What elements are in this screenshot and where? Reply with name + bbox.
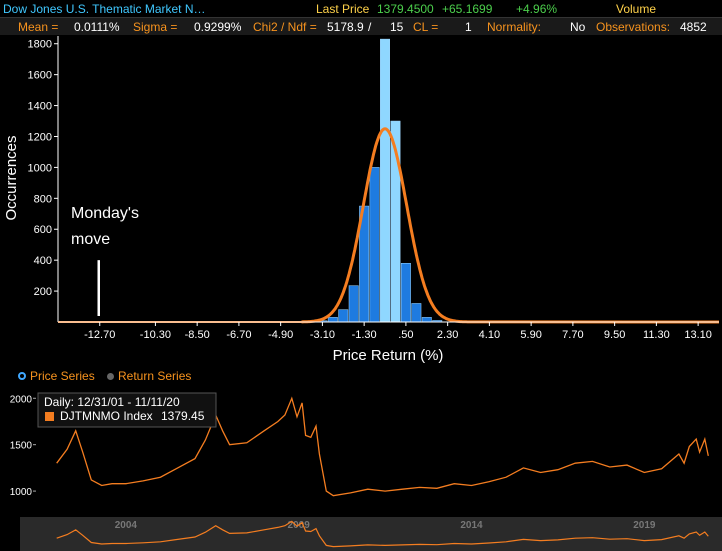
- tab-return-series-label: Return Series: [118, 369, 192, 383]
- security-header: Dow Jones U.S. Thematic Market N… Last P…: [0, 0, 722, 17]
- histogram-bar: [327, 317, 338, 323]
- last-price-value: 1379.4500: [377, 2, 434, 16]
- observations-value: 4852: [680, 20, 707, 34]
- price-y-tick-label: 1000: [10, 487, 33, 498]
- histogram-x-label: Price Return (%): [333, 347, 444, 364]
- cl-value: 1: [465, 20, 472, 34]
- histogram-y-tick-label: 1400: [28, 101, 52, 113]
- navigator-line: [56, 520, 709, 548]
- normality-label: Normality:: [487, 20, 542, 34]
- fit-curve-line: [301, 127, 720, 324]
- histogram-x-tick-label: 4.10: [479, 329, 500, 341]
- price-line: [56, 396, 709, 497]
- info-box-title: Daily: 12/31/01 - 11/11/20: [44, 395, 180, 409]
- histogram-x-tick-label: 5.90: [520, 329, 541, 341]
- radio-unselected-icon: [107, 372, 114, 380]
- normality-value: No: [570, 20, 586, 34]
- histogram-y-tick-label: 1000: [28, 162, 52, 174]
- histogram-y-tick-label: 400: [34, 255, 52, 267]
- mean-label: Mean =: [18, 20, 59, 34]
- histogram-x-tick-label: -1.30: [352, 329, 377, 341]
- histogram-bar: [348, 285, 359, 323]
- histogram-x-tick-label: 9.50: [604, 329, 625, 341]
- radio-selected-icon: [18, 372, 26, 380]
- annotation-line1: Monday's: [71, 205, 139, 222]
- histogram-x-tick-label: .50: [398, 329, 413, 341]
- series-tabs: Price Series Return Series: [0, 367, 722, 387]
- tab-return-series[interactable]: Return Series: [107, 369, 191, 383]
- histogram-y-tick-label: 600: [34, 224, 52, 236]
- mean-value: 0.0111%: [74, 20, 120, 34]
- histogram-y-axis: 200 400 600 800 1000 1200 1400 1600 1800: [28, 36, 59, 322]
- histogram-y-tick-label: 800: [34, 193, 52, 205]
- last-price-label: Last Price: [316, 2, 370, 16]
- security-name[interactable]: Dow Jones U.S. Thematic Market N…: [3, 2, 206, 16]
- histogram-x-tick-label: 13.10: [684, 329, 712, 341]
- histogram-y-label: Occurrences: [3, 135, 20, 220]
- histogram-x-tick-label: 7.70: [562, 329, 583, 341]
- histogram-x-tick-label: -6.70: [226, 329, 251, 341]
- volume-label: Volume: [616, 2, 657, 16]
- histogram-y-tick-label: 200: [34, 286, 52, 298]
- histogram-bar: [400, 263, 411, 323]
- chi2-label: Chi2 / Ndf =: [253, 20, 317, 34]
- histogram-y-tick-label: 1200: [28, 131, 52, 143]
- stats-bar: Mean = 0.0111% Sigma = 0.9299% Chi2 / Nd…: [0, 17, 722, 35]
- tab-price-series[interactable]: Price Series: [18, 369, 95, 383]
- histogram-x-tick-label: -10.30: [140, 329, 171, 341]
- histogram-y-tick-label: 1600: [28, 70, 52, 82]
- histogram-x-tick-label: 11.30: [643, 329, 670, 341]
- histogram-x-tick-label: -8.50: [185, 329, 210, 341]
- observations-label: Observations:: [596, 20, 671, 34]
- price-y-tick-label: 2000: [10, 394, 33, 405]
- histogram-bar: [411, 303, 422, 323]
- sigma-value: 0.9299%: [194, 20, 242, 34]
- price-y-tick-label: 1500: [10, 441, 33, 452]
- histogram-x-tick-label: -3.10: [310, 329, 335, 341]
- histogram-bar: [380, 38, 390, 323]
- histogram-x-tick-label: 2.30: [437, 329, 458, 341]
- chi2-value: 5178.9: [327, 20, 364, 34]
- histogram-x-axis: -12.70 -10.30 -8.50 -6.70 -4.90 -3.10 -1.30 .50…: [58, 321, 719, 341]
- histogram-x-tick-label: -4.90: [268, 329, 293, 341]
- histogram-bar: [421, 317, 432, 323]
- histogram-bar: [369, 167, 380, 323]
- histogram-x-tick-label: -12.70: [84, 329, 115, 341]
- price-x-tick-label: 2019: [633, 520, 656, 531]
- series-legend-swatch: [45, 412, 54, 421]
- sigma-label: Sigma =: [133, 20, 178, 34]
- series-legend-last: 1379.45: [161, 409, 205, 423]
- price-x-tick-label: 2004: [115, 520, 138, 531]
- price-change: +65.1699: [442, 2, 493, 16]
- histogram-bars: [317, 38, 443, 323]
- series-legend-name: DJTMNMO Index: [60, 409, 153, 423]
- tab-price-series-label: Price Series: [30, 369, 95, 383]
- price-change-pct: +4.96%: [516, 2, 558, 16]
- ndf-value: 15: [390, 20, 404, 34]
- annotation-line2: move: [71, 231, 110, 248]
- price-x-tick-label: 2014: [460, 520, 483, 531]
- info-box: [37, 392, 217, 428]
- chi2-slash: /: [368, 20, 372, 34]
- price-y-axis: 1000 1500 2000: [10, 394, 36, 498]
- histogram-y-tick-label: 1800: [28, 39, 52, 51]
- cl-label: CL =: [413, 20, 439, 34]
- histogram-bar: [338, 309, 349, 323]
